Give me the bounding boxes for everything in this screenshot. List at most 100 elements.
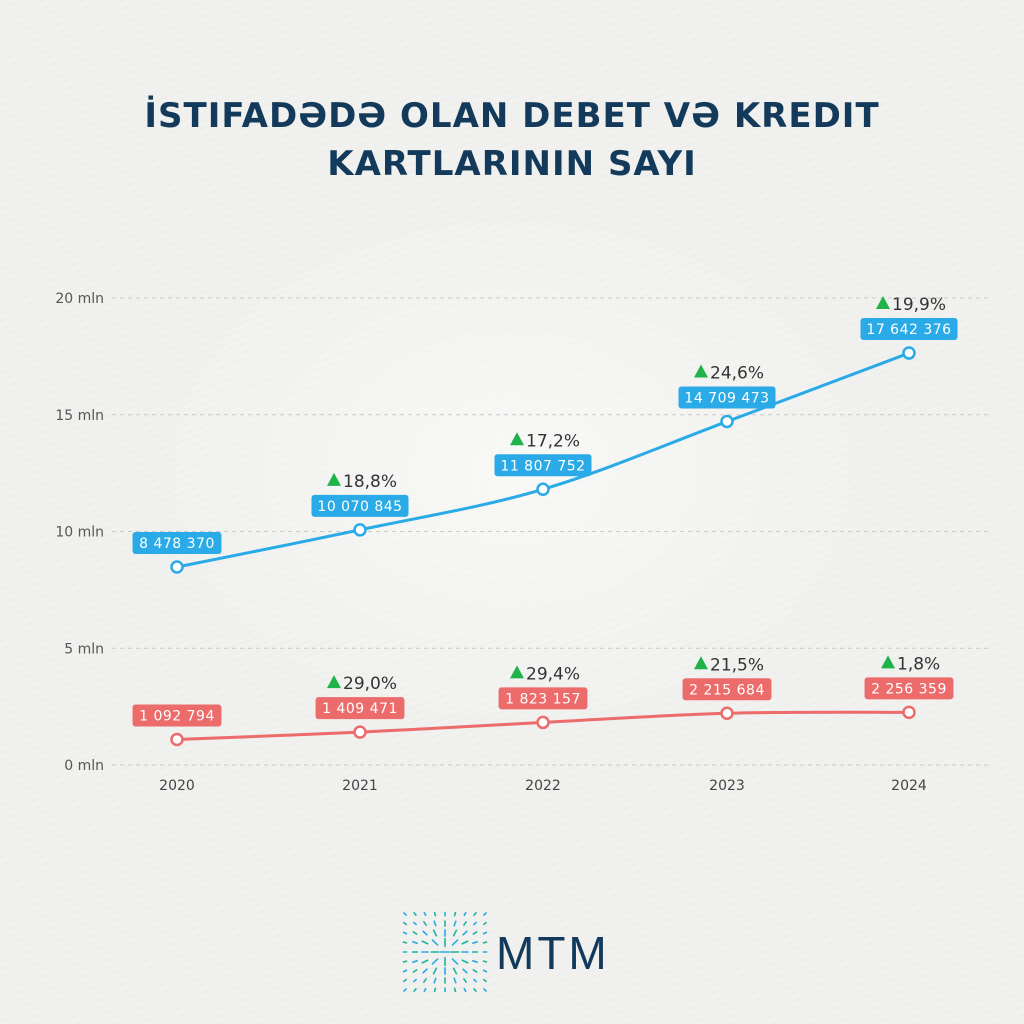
logo-dash [472, 931, 478, 935]
logo-dash [413, 912, 417, 916]
series-group: 8 478 370 10 070 845 18,8% 11 807 752 17,2% 1… [132, 295, 958, 747]
logo-dash [461, 959, 469, 964]
logo-dash [402, 969, 408, 973]
logo-dash [402, 941, 408, 944]
growth-label: 21,5% [710, 655, 764, 675]
logo-dash [403, 988, 407, 992]
value-label-box [860, 318, 958, 341]
logo-dash [461, 940, 469, 945]
logo-dash [402, 960, 408, 963]
logo-dash [433, 987, 437, 993]
logo-dash [422, 930, 428, 936]
value-label-box [864, 677, 954, 700]
growth-label: 29,4% [526, 664, 580, 684]
logo-dash [413, 921, 417, 926]
y-axis: 0 mln 5 mln 10 mln 15 mln 20 mln [55, 291, 104, 774]
logo-dash [463, 978, 467, 983]
growth-label: 1,8% [897, 654, 940, 674]
value-label: 2 215 684 [689, 682, 765, 698]
logo-dash [463, 921, 467, 926]
y-tick-label: 20 mln [55, 291, 104, 307]
value-label: 11 807 752 [500, 458, 585, 474]
logo-dash [483, 988, 487, 992]
chart-title-line-2: kartlarının sayı [327, 144, 697, 184]
data-point [902, 346, 916, 360]
value-label: 14 709 473 [684, 391, 769, 407]
value-label-box [498, 687, 588, 710]
growth-arrow-icon [694, 656, 708, 670]
grid-lines [112, 297, 990, 766]
data-point [720, 706, 734, 721]
growth-arrow-icon [694, 364, 708, 378]
x-tick-label: 2022 [525, 778, 561, 794]
value-label: 1 409 471 [322, 701, 398, 717]
growth-arrow-icon [510, 432, 524, 446]
logo-dash [432, 929, 438, 937]
logo-dash [463, 911, 467, 917]
chart-title: İstifadədə olan debet və kredit kartları… [0, 92, 1024, 188]
growth-arrow-icon [510, 665, 524, 679]
x-tick-label: 2021 [342, 778, 378, 794]
logo-dash [421, 940, 429, 945]
data-point [353, 523, 367, 537]
growth-arrow-icon [881, 655, 895, 669]
mtm-logo: MTM [400, 911, 630, 993]
logo-dash [412, 931, 418, 935]
logo-dash [433, 920, 437, 927]
logo-dash [453, 987, 457, 993]
logo-dash [482, 921, 488, 926]
data-point [536, 715, 550, 730]
value-label-box [494, 454, 592, 477]
mtm-grid-logo-icon [402, 911, 488, 993]
logo-dash [422, 968, 428, 974]
value-label-box [682, 678, 772, 701]
growth-arrow-icon [327, 472, 341, 486]
data-point [902, 705, 916, 720]
y-tick-label: 15 mln [55, 408, 104, 424]
logo-dash [472, 969, 478, 973]
logo-dash [402, 921, 408, 926]
logo-dash [451, 939, 459, 946]
data-point [353, 725, 367, 739]
growth-label: 18,8% [343, 472, 397, 492]
logo-dash [473, 912, 477, 916]
value-label-box [132, 532, 222, 555]
logo-dash [423, 978, 427, 983]
logo-dash [403, 912, 407, 916]
logo-dash [482, 969, 488, 973]
chart-title-line-1: İstifadədə olan debet və kredit [144, 96, 880, 136]
logo-dash [452, 967, 458, 975]
series-debit: 8 478 370 10 070 845 18,8% 11 807 752 17,2% 1… [132, 295, 958, 574]
logo-dash [453, 977, 457, 984]
growth-arrow-icon [327, 675, 341, 689]
logo-dash [402, 931, 408, 935]
value-label-box [132, 704, 222, 727]
logo-dash [453, 911, 457, 917]
logo-dash [472, 941, 478, 944]
logo-dash [473, 921, 477, 926]
y-tick-label: 5 mln [64, 641, 104, 657]
growth-label: 17,2% [526, 431, 580, 451]
growth-label: 24,6% [710, 364, 764, 384]
logo-dash [473, 978, 477, 983]
logo-dash [462, 968, 468, 974]
data-point [170, 732, 184, 747]
logo-dash [412, 960, 418, 963]
logo-dash [482, 960, 488, 963]
logo-dash [413, 978, 417, 983]
logo-dash [482, 978, 488, 983]
logo-dash [421, 959, 429, 964]
value-label-box [678, 386, 776, 409]
logo-dash [432, 967, 438, 975]
x-tick-label: 2020 [159, 778, 195, 794]
logo-dash [453, 920, 457, 927]
y-tick-label: 0 mln [64, 758, 104, 774]
logo-dash [472, 960, 478, 963]
value-label-box [315, 697, 405, 720]
x-tick-label: 2023 [709, 778, 745, 794]
logo-dash [423, 911, 427, 917]
logo-dash [433, 911, 437, 917]
x-axis: 2020 2021 2022 2023 2024 [159, 778, 927, 794]
x-tick-label: 2024 [891, 778, 927, 794]
